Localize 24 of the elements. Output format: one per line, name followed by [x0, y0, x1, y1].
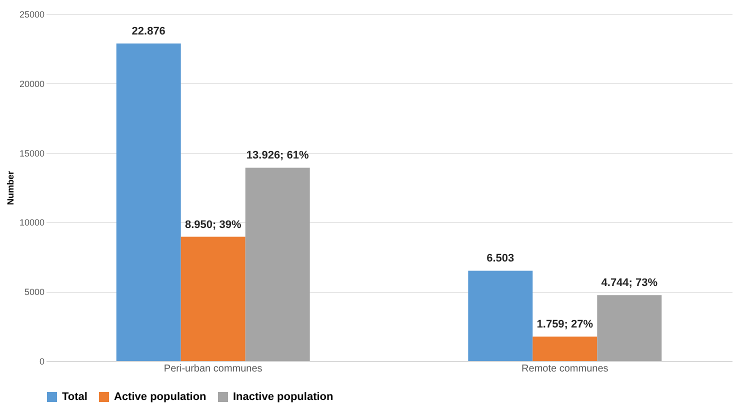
- y-tick-label: 0: [39, 356, 44, 366]
- data-label: 4.744; 73%: [601, 277, 658, 290]
- x-tick-label: Peri-urban communes: [164, 364, 262, 374]
- x-tick-label: Remote communes: [522, 364, 608, 374]
- data-label: 22.876: [132, 25, 166, 38]
- data-label: 6.503: [486, 252, 514, 265]
- bar: [532, 336, 598, 361]
- data-label: 8.950; 39%: [184, 218, 242, 231]
- bar: [245, 168, 310, 361]
- data-label: 13.926; 61%: [246, 150, 309, 162]
- bar: [180, 236, 246, 361]
- legend-label: Inactive population: [233, 391, 334, 403]
- legend-label: Active population: [114, 391, 207, 403]
- y-tick-label: 15000: [19, 148, 44, 158]
- bar: [468, 270, 533, 361]
- y-tick-label: 5000: [24, 287, 44, 298]
- y-tick-label: 10000: [19, 218, 44, 228]
- y-tick-label: 25000: [19, 10, 44, 20]
- y-axis-title: Number: [5, 170, 16, 206]
- y-tick-label: 20000: [19, 78, 44, 89]
- data-label: 1.759; 27%: [536, 318, 594, 331]
- bar: [116, 43, 181, 361]
- legend-label: Total: [62, 391, 88, 403]
- bar: [597, 295, 662, 361]
